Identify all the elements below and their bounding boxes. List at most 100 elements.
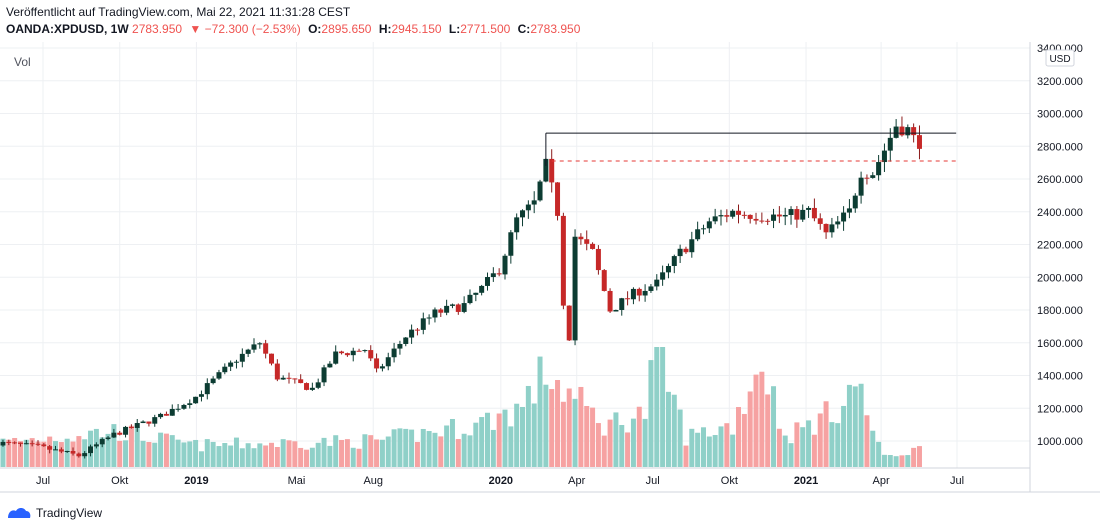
candle: [105, 437, 111, 440]
candle: [245, 349, 251, 354]
candle: [864, 177, 870, 179]
volume-bar: [572, 398, 578, 467]
volume-bar: [350, 447, 356, 467]
volume-bar: [817, 413, 823, 467]
candle: [741, 214, 747, 216]
candle: [82, 453, 88, 457]
candle: [706, 221, 712, 229]
volume-bar: [414, 441, 420, 467]
volume-bar: [239, 448, 245, 467]
candle: [665, 265, 671, 273]
candle: [753, 218, 759, 221]
volume-bar: [549, 389, 555, 467]
volume-bar: [881, 454, 887, 467]
volume-bar: [905, 455, 911, 467]
volume-bar: [409, 429, 415, 467]
time-tick-label: Okt: [721, 475, 738, 487]
time-tick-label: Jul: [950, 475, 964, 487]
volume-bar: [665, 391, 671, 467]
close-value: 2783.950: [530, 22, 581, 36]
candles: [0, 116, 922, 459]
volume-bar: [251, 448, 257, 467]
volume-bar: [134, 427, 140, 467]
candle: [233, 361, 239, 363]
candle: [134, 423, 140, 428]
volume-bar: [490, 429, 496, 467]
candle: [479, 285, 485, 293]
volume-bar: [181, 442, 187, 467]
candle: [712, 216, 718, 222]
candle: [298, 379, 304, 384]
candle: [654, 279, 660, 287]
currency-badge-label: USD: [1049, 54, 1070, 65]
volume-bar: [333, 435, 339, 467]
candle: [806, 207, 812, 210]
candle: [263, 343, 269, 354]
candle: [695, 229, 701, 240]
price-axis[interactable]: 3400.0003200.0003000.0002800.0002600.000…: [1037, 43, 1083, 448]
volume-bar: [420, 428, 426, 467]
volume-bar: [23, 439, 29, 467]
volume-bar: [759, 371, 765, 467]
close-label: C:: [517, 22, 531, 36]
candle: [70, 450, 76, 454]
volume-bar: [829, 422, 835, 467]
candle: [736, 210, 742, 215]
volume-bar: [6, 439, 12, 467]
candle: [64, 450, 70, 452]
candle: [560, 215, 566, 306]
candle: [852, 195, 858, 209]
price-tick-label: 2800.000: [1037, 141, 1083, 153]
ohlc-legend: OANDA:XPDUSD, 1W 2783.950 ▼ −72.300 (−2.…: [6, 22, 584, 36]
volume-bars: [0, 347, 922, 467]
candle: [368, 350, 374, 359]
volume-bar: [811, 434, 817, 467]
candle: [823, 223, 829, 233]
currency-badge[interactable]: [1045, 49, 1075, 67]
volume-bar: [560, 401, 566, 467]
volume-bar: [823, 401, 829, 467]
time-axis[interactable]: Jul Okt 2019 Mai Aug 2020 Apr Jul Okt 2021 Apr Jul: [36, 475, 964, 487]
horizontal-lines[interactable]: [545, 132, 957, 166]
candle: [578, 236, 584, 240]
candle: [385, 357, 391, 367]
candle: [502, 255, 508, 275]
tradingview-logo-icon: [8, 508, 31, 518]
low-value: 2771.500: [460, 22, 511, 36]
candle: [420, 318, 426, 330]
candle: [426, 317, 432, 319]
candle: [239, 353, 245, 362]
candle: [403, 337, 409, 344]
volume-bar: [718, 426, 724, 467]
candle: [700, 228, 706, 230]
candle: [730, 210, 736, 217]
candle: [613, 309, 619, 312]
volume-bar: [479, 417, 485, 467]
volume-bar: [870, 430, 876, 467]
volume-bar: [846, 384, 852, 467]
volume-bar: [327, 445, 333, 467]
candle: [216, 372, 222, 379]
symbol-label[interactable]: OANDA:XPDUSD, 1W: [6, 22, 129, 36]
volume-bar: [496, 413, 502, 467]
brand-name[interactable]: TradingView: [36, 506, 103, 520]
volume-label: Vol: [14, 55, 31, 69]
candle: [257, 343, 263, 345]
volume-bar: [292, 441, 298, 467]
candle: [811, 207, 817, 219]
candle: [146, 421, 152, 424]
volume-bar: [449, 418, 455, 467]
candle: [461, 303, 467, 312]
candle: [800, 209, 806, 220]
volume-bar: [858, 383, 864, 467]
volume-bar: [210, 441, 216, 467]
candle: [391, 348, 397, 358]
volume-bar: [671, 394, 677, 467]
volume-bar: [712, 435, 718, 467]
volume-bar: [619, 424, 625, 467]
volume-bar: [613, 412, 619, 467]
volume-bar: [730, 434, 736, 467]
volume-bar: [169, 435, 175, 467]
candle: [899, 126, 905, 136]
